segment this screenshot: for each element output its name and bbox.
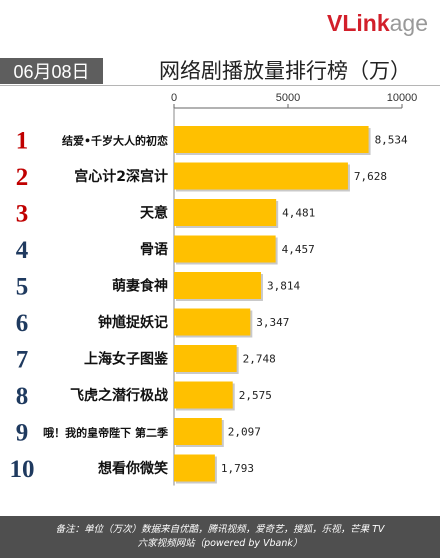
bar [174,418,222,445]
category-label: 钟馗捉妖记 [98,314,168,331]
rank-number: 4 [16,237,29,264]
page-title: 网络剧播放量排行榜（万） [159,59,411,83]
bar [174,381,233,409]
bar [174,162,348,190]
bar-value-label: 2,748 [243,353,276,366]
vlinkage-logo: VLinkage [327,10,428,36]
x-axis-tick-label: 0 [171,92,177,104]
category-label: 萌妻食神 [112,278,168,295]
category-label: 天意 [140,205,168,222]
category-label: 飞虎之潜行极战 [70,387,168,404]
bar-value-label: 3,814 [267,280,300,293]
bar-value-label: 7,628 [354,170,387,183]
category-label: 结爱•千岁大人的初恋 [61,134,168,148]
bar-value-label: 4,481 [282,207,315,220]
rank-number: 6 [16,310,29,337]
date-badge: 06月08日 [0,58,103,84]
bar-value-label: 2,575 [239,389,272,402]
bar-value-label: 8,534 [375,134,408,147]
rank-number: 2 [16,164,29,191]
category-label: 骨语 [140,241,168,258]
bar [174,454,215,482]
bar-value-label: 4,457 [282,243,315,256]
bar [174,308,251,336]
rank-number: 1 [16,128,29,155]
header-divider [0,85,440,86]
bar-value-label: 1,793 [221,462,254,475]
rank-number: 8 [16,383,29,410]
category-label: 宫心计2深宫计 [74,168,168,185]
bar [174,272,261,299]
footer-note: 备注：单位（万次）数据来自优酷，腾讯视频，爱奇艺，搜狐，乐视，芒果 TV 六家视… [0,516,440,558]
category-label: 哦！我的皇帝陛下 第二季 [43,426,169,440]
ranking-bar-chart: 0 5000 10000 8,534 结爱•千岁大人的初恋 1 7,628 宫心计2深宫计 2 4… [10,92,418,486]
footer-note-line-2: 六家视频网站（powered by Vbank） [137,538,303,549]
bar-value-label: 2,097 [228,426,261,439]
rank-number: 9 [16,420,29,447]
x-axis-tick-label: 10000 [387,92,418,104]
rank-number: 3 [16,201,29,228]
rank-number: 10 [10,456,35,483]
bar [174,199,277,226]
rank-number: 7 [16,347,29,374]
footer-note-line-1: 备注：单位（万次）数据来自优酷，腾讯视频，爱奇艺，搜狐，乐视，芒果 TV [55,524,385,535]
x-axis-tick-label: 5000 [276,92,300,104]
category-label: 上海女子图鉴 [84,351,169,368]
category-label: 想看你微笑 [97,460,168,477]
bar [174,345,237,372]
bar-value-label: 3,347 [256,316,289,329]
bar [174,235,276,263]
bar [174,126,369,153]
rank-number: 5 [16,274,29,301]
